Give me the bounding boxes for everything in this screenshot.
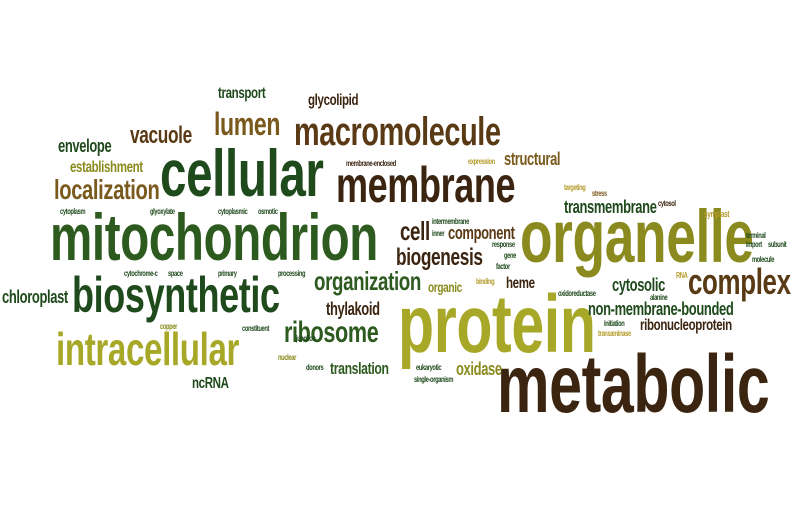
- word-gene: gene: [504, 251, 517, 260]
- word-factor: factor: [496, 262, 510, 271]
- word-cell: cell: [400, 216, 430, 246]
- word-complex: complex: [688, 261, 791, 302]
- word-alanine: alanine: [650, 293, 668, 302]
- word-lumen: lumen: [214, 106, 281, 142]
- word-biogenesis: biogenesis: [396, 244, 483, 271]
- word-single-organism: single-organism: [414, 375, 454, 384]
- word-envelope: envelope: [58, 136, 112, 156]
- word-constituent: constituent: [242, 324, 270, 333]
- word-intermembrane: intermembrane: [432, 217, 469, 226]
- word-cellular: cellular: [160, 136, 324, 210]
- word-subunit: subunit: [768, 240, 787, 249]
- word-establishment: establishment: [70, 159, 143, 176]
- word-glycolipid: glycolipid: [308, 92, 359, 109]
- word-junction: junction: [296, 334, 316, 343]
- word-eukaryotic: eukaryotic: [416, 363, 442, 372]
- word-localization: localization: [54, 174, 160, 205]
- word-rna: RNA: [676, 271, 688, 280]
- word-space: space: [168, 269, 183, 278]
- word-expression: expression: [468, 157, 495, 166]
- word-membrane-enclosed: membrane-enclosed: [346, 159, 396, 168]
- word-osmotic: osmotic: [258, 207, 278, 216]
- word-macromolecule: macromolecule: [294, 110, 501, 154]
- word-copper: copper: [160, 322, 178, 331]
- word-membrane: membrane: [336, 157, 516, 213]
- word-organization: organization: [314, 266, 421, 296]
- word-oxidase: oxidase: [456, 359, 502, 379]
- word-symplast: symplast: [704, 209, 730, 219]
- word-inner: inner: [432, 229, 445, 238]
- word-molecule: molecule: [752, 255, 775, 264]
- word-component: component: [448, 223, 515, 243]
- word-glyoxylate: glyoxylate: [150, 207, 175, 216]
- word-chloroplast: chloroplast: [2, 287, 68, 307]
- word-biosynthetic: biosynthetic: [72, 267, 280, 323]
- word-response: response: [492, 240, 515, 249]
- word-cytoplasm: cytoplasm: [60, 207, 86, 216]
- word-ribonucleoprotein: ribonucleoprotein: [640, 317, 732, 334]
- word-oxidoreductase: oxidoreductase: [558, 289, 596, 298]
- word-metabolic: metabolic: [497, 339, 770, 430]
- word-donors: donors: [306, 363, 324, 372]
- word-initiation: initiation: [604, 319, 625, 328]
- word-primary: primary: [218, 269, 237, 278]
- word-transport: transport: [218, 85, 266, 102]
- word-processing: processing: [278, 269, 306, 278]
- word-organic: organic: [428, 279, 462, 295]
- word-thylakoid: thylakoid: [326, 299, 380, 319]
- word-organelle: organelle: [520, 195, 754, 278]
- word-translation: translation: [330, 359, 389, 378]
- word-cytosol: cytosol: [658, 199, 676, 208]
- word-vacuole: vacuole: [130, 122, 192, 149]
- word-nuclear: nuclear: [278, 353, 296, 362]
- word-binding: binding: [476, 277, 495, 286]
- word-stress: stress: [592, 189, 607, 198]
- word-structural: structural: [504, 149, 561, 169]
- word-ribosome: ribosome: [284, 316, 379, 349]
- word-import: import: [746, 240, 762, 249]
- word-transaminase: transaminase: [598, 329, 631, 338]
- word-ncrna: ncRNA: [192, 375, 229, 392]
- word-cytochrome-c: cytochrome-c: [124, 269, 158, 278]
- word-cytoplasmic: cytoplasmic: [218, 207, 248, 216]
- word-heme: heme: [506, 275, 535, 292]
- word-protein: protein: [398, 279, 596, 370]
- word-targeting: targeting: [564, 183, 586, 192]
- word-terminal: terminal: [746, 231, 766, 240]
- word-non-membrane-bounded: non-membrane-bounded: [588, 299, 734, 319]
- word-intracellular: intracellular: [56, 323, 240, 375]
- word-transmembrane: transmembrane: [564, 197, 657, 217]
- word-mitochondrion: mitochondrion: [50, 200, 378, 274]
- word-cytosolic: cytosolic: [612, 275, 665, 295]
